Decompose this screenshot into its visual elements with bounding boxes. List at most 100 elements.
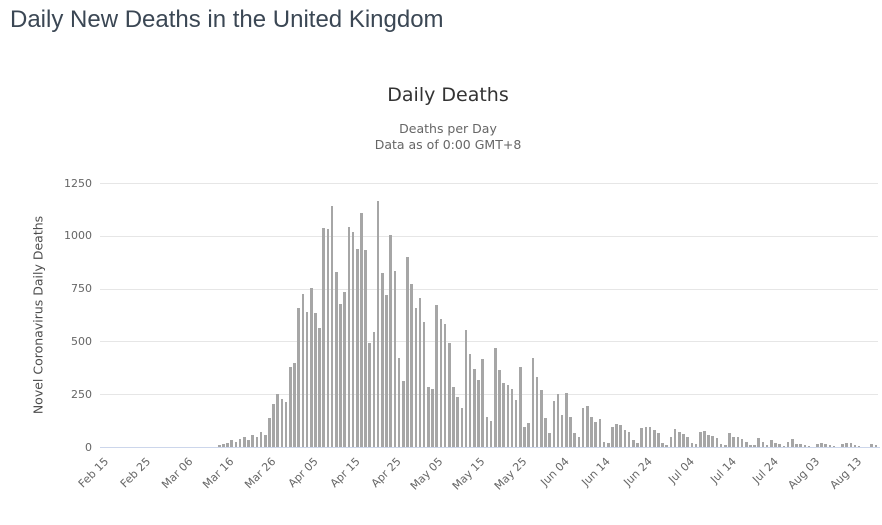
bar-mar-21[interactable] — [247, 440, 250, 447]
bar-jul-06[interactable] — [694, 444, 698, 447]
bar-jun-26[interactable] — [652, 430, 656, 447]
bar-jul-11[interactable] — [715, 438, 719, 447]
bar-may-27[interactable] — [527, 423, 531, 447]
bar-may-16[interactable] — [481, 359, 485, 447]
bar-may-09[interactable] — [452, 386, 455, 447]
bar-jun-22[interactable] — [636, 443, 639, 447]
bar-jun-18[interactable] — [619, 425, 623, 447]
bar-apr-17[interactable] — [360, 213, 363, 447]
bar-may-24[interactable] — [514, 400, 518, 447]
bar-jun-10[interactable] — [586, 406, 589, 447]
bar-apr-03[interactable] — [301, 294, 305, 447]
bar-jul-21[interactable] — [757, 438, 761, 447]
bar-may-25[interactable] — [519, 366, 522, 447]
bar-apr-18[interactable] — [364, 249, 367, 447]
bar-aug-01[interactable] — [803, 445, 807, 447]
bar-mar-19[interactable] — [238, 438, 242, 447]
bar-jun-17[interactable] — [615, 423, 618, 447]
bar-jul-23[interactable] — [765, 445, 769, 447]
bar-aug-04[interactable] — [816, 444, 819, 447]
bar-may-17[interactable] — [485, 416, 489, 447]
bar-jun-12[interactable] — [594, 421, 597, 447]
bar-jun-08[interactable] — [577, 436, 581, 447]
bar-mar-14[interactable] — [217, 444, 221, 447]
bar-jun-20[interactable] — [627, 431, 631, 447]
bar-may-19[interactable] — [493, 348, 497, 447]
bar-jul-26[interactable] — [778, 444, 781, 447]
bar-aug-11[interactable] — [845, 443, 848, 447]
bar-may-23[interactable] — [510, 389, 514, 447]
bar-jul-01[interactable] — [673, 429, 677, 447]
bar-apr-01[interactable] — [293, 363, 296, 447]
bar-mar-20[interactable] — [243, 437, 246, 447]
bar-may-12[interactable] — [464, 330, 468, 447]
bar-apr-23[interactable] — [385, 294, 388, 447]
bar-mar-25[interactable] — [263, 435, 267, 447]
bar-apr-13[interactable] — [343, 291, 346, 447]
bar-apr-05[interactable] — [309, 288, 313, 447]
bar-jul-04[interactable] — [686, 436, 689, 447]
bar-jul-09[interactable] — [707, 434, 710, 447]
bar-apr-20[interactable] — [372, 332, 376, 447]
bar-aug-08[interactable] — [832, 446, 836, 447]
bar-apr-11[interactable] — [335, 271, 338, 447]
bar-may-03[interactable] — [427, 386, 430, 447]
bar-aug-18[interactable] — [874, 444, 878, 447]
bar-mar-29[interactable] — [280, 399, 284, 447]
bar-apr-29[interactable] — [410, 284, 413, 447]
bar-may-10[interactable] — [456, 396, 459, 447]
bar-mar-16[interactable] — [226, 442, 229, 447]
bar-jul-02[interactable] — [678, 431, 681, 447]
bar-jun-23[interactable] — [640, 428, 643, 447]
bar-apr-14[interactable] — [347, 227, 351, 447]
bar-aug-02[interactable] — [807, 446, 811, 447]
bar-may-05[interactable] — [435, 305, 438, 447]
bar-may-13[interactable] — [468, 354, 472, 447]
bar-jun-01[interactable] — [548, 433, 551, 447]
bar-apr-24[interactable] — [389, 234, 392, 447]
bar-mar-18[interactable] — [234, 441, 238, 447]
bar-mar-22[interactable] — [251, 435, 254, 447]
bar-jun-09[interactable] — [581, 408, 585, 447]
bar-jun-29[interactable] — [665, 445, 669, 447]
bar-jun-06[interactable] — [569, 416, 572, 447]
bar-may-18[interactable] — [489, 421, 493, 447]
bar-mar-17[interactable] — [230, 440, 234, 447]
bar-may-11[interactable] — [460, 408, 464, 447]
bar-jul-31[interactable] — [799, 444, 802, 447]
bar-apr-10[interactable] — [330, 206, 334, 447]
bar-apr-02[interactable] — [297, 308, 300, 447]
bar-aug-12[interactable] — [849, 442, 853, 447]
bar-jun-03[interactable] — [556, 394, 560, 447]
bar-jul-27[interactable] — [782, 445, 786, 447]
bar-jun-25[interactable] — [648, 426, 652, 447]
bar-may-08[interactable] — [447, 343, 451, 447]
bar-jun-11[interactable] — [590, 416, 593, 447]
bar-apr-26[interactable] — [397, 358, 401, 447]
bar-jun-28[interactable] — [661, 443, 664, 447]
bar-jul-16[interactable] — [736, 437, 740, 447]
bar-jul-10[interactable] — [711, 436, 715, 447]
bar-may-30[interactable] — [539, 389, 543, 447]
bar-mar-31[interactable] — [289, 366, 292, 447]
bar-apr-27[interactable] — [401, 381, 405, 447]
bar-aug-13[interactable] — [853, 445, 857, 447]
bar-jul-19[interactable] — [749, 445, 752, 447]
bar-aug-06[interactable] — [824, 444, 827, 447]
bar-may-04[interactable] — [431, 388, 434, 447]
bar-aug-17[interactable] — [870, 444, 874, 447]
bar-jul-13[interactable] — [724, 445, 727, 447]
bar-jul-24[interactable] — [770, 440, 773, 447]
bar-jul-05[interactable] — [690, 442, 694, 447]
bar-jul-25[interactable] — [774, 443, 777, 447]
bar-apr-15[interactable] — [351, 232, 355, 447]
bar-jul-08[interactable] — [703, 430, 706, 447]
bar-may-07[interactable] — [443, 324, 447, 447]
bar-jun-16[interactable] — [611, 426, 614, 447]
bar-apr-09[interactable] — [326, 229, 330, 447]
bar-jun-24[interactable] — [644, 426, 648, 447]
bar-jul-17[interactable] — [740, 439, 744, 447]
bar-apr-19[interactable] — [368, 343, 372, 447]
bar-jun-21[interactable] — [632, 440, 635, 447]
bar-jun-27[interactable] — [657, 433, 660, 447]
